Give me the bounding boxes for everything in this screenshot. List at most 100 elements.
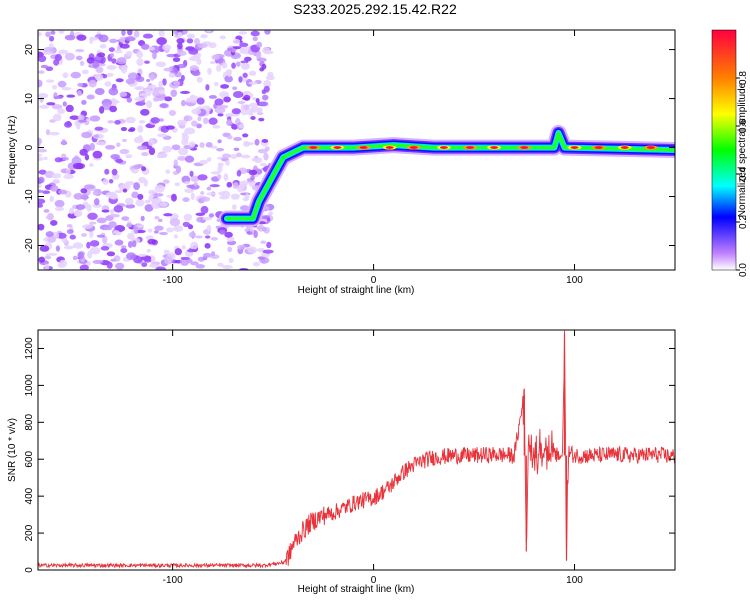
noise-blob: [77, 251, 84, 260]
noise-blob: [104, 81, 112, 87]
snr-frame: [37, 329, 676, 571]
noise-blob: [140, 108, 150, 116]
noise-blob: [240, 110, 249, 116]
noise-blob: [238, 267, 249, 270]
noise-blob: [196, 216, 205, 223]
noise-blob: [77, 114, 85, 121]
noise-blob: [66, 94, 76, 98]
noise-blob: [204, 243, 211, 249]
noise-blob: [247, 108, 255, 114]
noise-blob: [38, 79, 43, 88]
snr-xtick-label: -100: [163, 575, 183, 586]
noise-blob: [172, 214, 179, 219]
noise-blob: [248, 102, 259, 108]
snr-xtick-label: 0: [371, 575, 377, 586]
colorbar-ticks: 0.0 0.2 0.4 0.6 0.8: [736, 71, 749, 277]
noise-blob: [98, 106, 105, 114]
noise-blob: [110, 154, 120, 160]
noise-blob: [108, 87, 119, 96]
noise-blob: [138, 253, 147, 257]
noise-blob: [47, 236, 56, 243]
noise-blob: [126, 223, 133, 228]
noise-blob: [189, 170, 194, 177]
noise-blob: [116, 57, 127, 65]
noise-blob: [50, 30, 56, 35]
noise-blob: [136, 224, 145, 228]
noise-blob: [162, 145, 173, 153]
spectrogram-xtick-label: -100: [163, 275, 183, 286]
noise-blob: [70, 71, 81, 79]
noise-blob: [180, 258, 190, 266]
snr-line: [38, 330, 675, 569]
spectrogram-ytick-label: -20: [24, 238, 35, 253]
noise-blob: [52, 179, 61, 184]
noise-blob: [71, 156, 82, 165]
noise-blob: [65, 104, 74, 113]
noise-blob: [255, 97, 260, 104]
noise-blob: [202, 117, 209, 125]
noise-blob: [156, 37, 167, 46]
colorbar-tick-label: 0.4: [738, 167, 749, 181]
noise-blob: [111, 58, 117, 64]
noise-blob: [236, 152, 242, 158]
noise-blob: [163, 249, 170, 255]
noise-blob: [225, 160, 230, 166]
noise-blob: [75, 55, 83, 61]
snr-xlabel: Height of straight line (km): [298, 584, 415, 595]
noise-blob: [39, 104, 50, 109]
noise-blob: [177, 155, 187, 161]
noise-blob: [38, 198, 46, 205]
noise-blob: [190, 175, 200, 182]
noise-blob: [184, 181, 190, 185]
spectrogram-ridge: [218, 124, 675, 227]
noise-blob: [217, 113, 224, 117]
noise-blob: [244, 56, 252, 62]
noise-blob: [186, 38, 194, 44]
noise-blob: [49, 195, 54, 203]
noise-blob: [154, 225, 164, 231]
noise-blob: [53, 95, 64, 100]
colorbar-label: Normalized spectral amplitude: [737, 82, 748, 217]
noise-blob: [116, 142, 121, 148]
snr-ytick-label: 400: [24, 487, 35, 504]
noise-blob: [230, 193, 241, 199]
noise-blob: [81, 69, 89, 75]
noise-blob: [172, 57, 181, 63]
noise-blob: [210, 251, 216, 257]
noise-blob: [137, 193, 144, 200]
noise-blob: [151, 201, 162, 209]
noise-blob: [173, 159, 179, 167]
snr-ytick-label: 1200: [24, 337, 35, 360]
noise-blob: [227, 246, 233, 253]
ridge-hotspot: [333, 146, 342, 149]
snr-ytick-label: 1000: [24, 374, 35, 397]
noise-blob: [135, 199, 145, 207]
noise-blob: [257, 107, 263, 114]
noise-blob: [38, 149, 48, 153]
noise-blob: [54, 206, 64, 212]
noise-blob: [126, 232, 135, 240]
noise-blob: [256, 41, 263, 48]
noise-blob: [120, 247, 128, 254]
noise-blob: [158, 30, 165, 37]
noise-blob: [141, 262, 148, 268]
noise-blob: [199, 142, 205, 148]
noise-blob: [257, 224, 265, 232]
noise-blob: [177, 147, 189, 156]
noise-blob: [173, 225, 184, 232]
noise-blob: [39, 97, 44, 103]
noise-blob: [210, 237, 219, 241]
noise-blob: [86, 94, 95, 100]
noise-blob: [96, 217, 107, 224]
noise-blob: [232, 182, 239, 190]
noise-blob: [63, 245, 75, 250]
noise-blob: [152, 97, 160, 102]
noise-blob: [138, 120, 146, 124]
noise-blob: [110, 98, 117, 103]
noise-blob: [243, 90, 251, 95]
noise-blob: [148, 189, 157, 195]
noise-blob: [51, 104, 63, 110]
noise-blob: [100, 246, 110, 251]
noise-blob: [200, 34, 208, 39]
noise-blob: [176, 30, 183, 33]
